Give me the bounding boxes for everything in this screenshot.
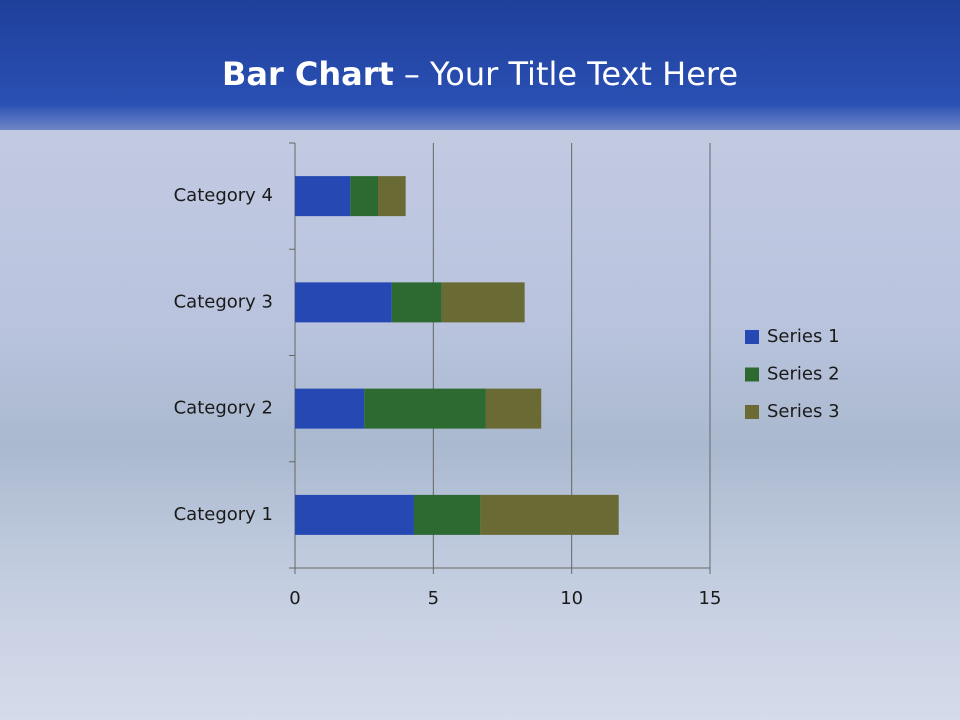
x-tick-label: 5 [428,588,439,609]
y-tick-label: Category 3 [174,291,273,312]
bar-segment [350,176,378,217]
bar-segment [364,388,486,429]
legend-swatch [745,405,759,419]
y-tick-label: Category 1 [174,504,273,525]
legend-swatch [745,330,759,344]
legend-label: Series 1 [767,326,840,347]
slide-title: Bar Chart – Your Title Text Here [222,55,738,93]
y-tick-label: Category 4 [174,185,273,206]
bar-segment [441,282,525,323]
x-tick-label: 0 [289,588,300,609]
bar-segment [295,282,392,323]
bar-segment [391,282,442,323]
title-rest: – Your Title Text Here [404,55,738,93]
legend-label: Series 2 [767,364,840,385]
bar-segment [295,176,351,217]
y-tick-label: Category 2 [174,398,273,419]
title-band [0,0,960,130]
legend-swatch [745,367,759,382]
x-tick-label: 10 [560,588,583,609]
bar-segment [295,388,365,429]
bar-segment [485,388,542,429]
bar-segment [413,494,481,535]
legend-label: Series 3 [767,401,840,422]
title-bold: Bar Chart [222,55,394,93]
x-tick-label: 15 [699,588,722,609]
bar-segment [295,494,414,535]
bar-segment [378,176,406,217]
bar-segment [480,494,619,535]
